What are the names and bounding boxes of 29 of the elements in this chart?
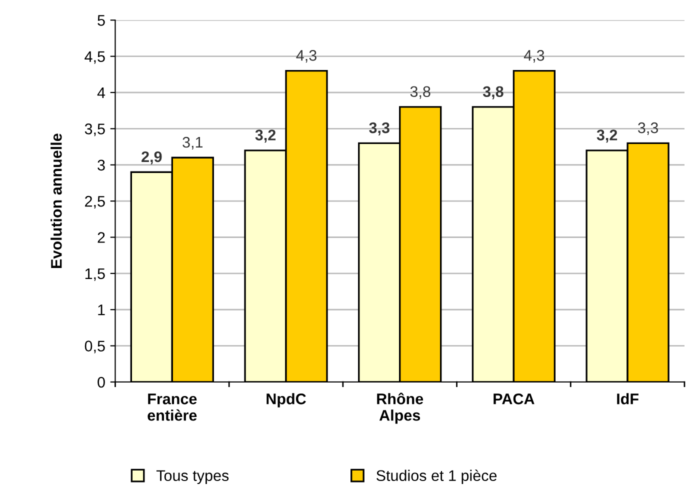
y-tick-label: 3,5 xyxy=(84,124,105,136)
data-label: 2,9 xyxy=(142,151,162,164)
y-tick-label: 0,5 xyxy=(84,340,105,354)
data-label: 3,8 xyxy=(410,86,430,99)
y-tick-label: 5 xyxy=(98,15,105,26)
legend-label: Tous types xyxy=(156,470,229,484)
x-tick-label: NpdC xyxy=(266,393,306,408)
data-label: 3,2 xyxy=(255,130,276,143)
y-tick-label: 2,5 xyxy=(85,196,105,209)
y-tick-label: 2 xyxy=(98,232,105,243)
data-label: 3,1 xyxy=(182,136,203,150)
y-tick-label: 1 xyxy=(98,304,105,316)
y-tick-label: 3 xyxy=(98,160,105,171)
data-label: 3,8 xyxy=(482,86,504,100)
data-label: 3,3 xyxy=(638,122,658,136)
data-label: 4,3 xyxy=(296,50,316,63)
data-label: 3,2 xyxy=(596,130,618,143)
y-axis-title: Evolution annuelle xyxy=(50,134,62,268)
y-tick-label: 0 xyxy=(98,376,105,388)
x-tick-label: PACA xyxy=(494,394,534,404)
data-label: 4,3 xyxy=(524,50,544,63)
legend-label: Studios et 1 pièce xyxy=(376,470,497,484)
data-label: 3,3 xyxy=(369,122,390,136)
x-tick-label: Rhône Alpes xyxy=(377,392,424,424)
x-tick-label: France entière xyxy=(148,394,197,421)
y-tick-label: 1,5 xyxy=(85,268,105,281)
y-tick-label: 4,5 xyxy=(84,51,105,64)
y-tick-label: 4 xyxy=(97,88,106,98)
x-tick-label: IdF xyxy=(617,393,638,404)
